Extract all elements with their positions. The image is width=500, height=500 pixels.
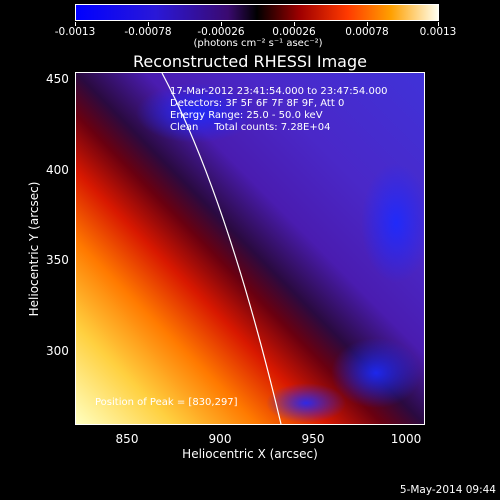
colorbar-tick (367, 22, 368, 26)
info-clean-counts: Clean Total counts: 7.28E+04 (170, 122, 331, 133)
image-blob (266, 383, 346, 423)
peak-position-text: Position of Peak = [830,297] (95, 397, 238, 408)
info-detectors: Detectors: 3F 5F 6F 7F 8F 9F, Att 0 (170, 98, 345, 109)
colorbar-tick (75, 22, 76, 26)
colorbar-tick (148, 22, 149, 26)
plot-title: Reconstructed RHESSI Image (133, 52, 367, 71)
x-tick-label: 900 (208, 432, 232, 446)
info-energy-range: Energy Range: 25.0 - 50.0 keV (170, 110, 323, 121)
info-time-range: 17-Mar-2012 23:41:54.000 to 23:47:54.000 (170, 86, 388, 97)
x-tick-label: 950 (301, 432, 325, 446)
y-axis-label: Heliocentric Y (arcsec) (27, 181, 41, 317)
colorbar-tick-label: -0.00026 (197, 26, 245, 38)
rhessi-image-panel: 17-Mar-2012 23:41:54.000 to 23:47:54.000… (75, 72, 425, 425)
y-tick-label: 350 (46, 253, 69, 267)
image-blob (331, 338, 421, 408)
colorbar-tick-label: 0.0013 (419, 26, 457, 38)
colorbar-tick (438, 22, 439, 26)
timestamp: 5-May-2014 09:44 (399, 484, 496, 496)
image-blob (361, 163, 424, 283)
colorbar-tick (221, 22, 222, 26)
x-tick-label: 1000 (390, 432, 422, 446)
rhessi-image (76, 73, 424, 424)
colorbar-tick (294, 22, 295, 26)
colorbar-tick-label: 0.00078 (345, 26, 389, 38)
solar-limb-line (161, 73, 282, 424)
image-blob (136, 83, 256, 143)
colorbar-units: (photons cm⁻² s⁻¹ asec⁻²) (193, 38, 323, 49)
colorbar-gradient (76, 5, 438, 20)
colorbar (75, 4, 439, 21)
y-tick-label: 400 (46, 163, 69, 177)
x-tick-label: 850 (115, 432, 139, 446)
colorbar-tick-label: 0.00026 (272, 26, 316, 38)
y-tick-label: 300 (46, 344, 69, 358)
colorbar-tick-label: -0.0013 (54, 26, 96, 38)
x-axis-label: Heliocentric X (arcsec) (182, 447, 318, 461)
y-tick-label: 450 (46, 72, 69, 86)
colorbar-tick-label: -0.00078 (124, 26, 172, 38)
